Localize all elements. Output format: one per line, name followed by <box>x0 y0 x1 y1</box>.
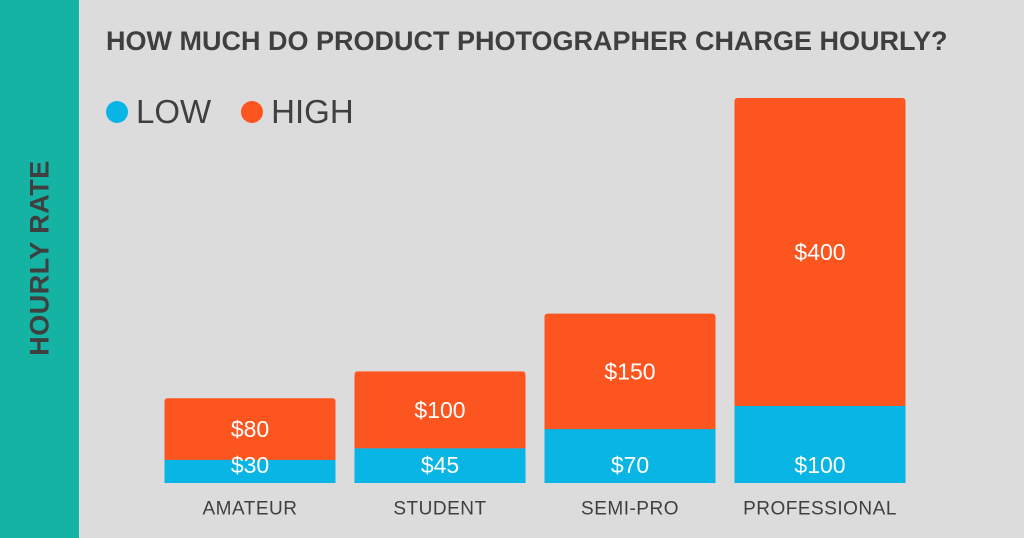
legend-swatch-high <box>241 101 264 123</box>
bar-group-student: $100 $45 STUDENT <box>354 371 526 520</box>
category-label-semi-pro: SEMI-PRO <box>581 499 679 520</box>
legend-label-low: LOW <box>136 93 212 130</box>
category-label-professional: PROFESSIONAL <box>743 499 897 520</box>
category-label-amateur: AMATEUR <box>203 499 298 520</box>
legend: LOW HIGH <box>106 92 384 132</box>
legend-item-high: HIGH <box>241 93 354 131</box>
data-label-high-professional: $400 <box>794 239 845 265</box>
chart-title: HOW MUCH DO PRODUCT PHOTOGRAPHER CHARGE … <box>106 26 948 56</box>
legend-swatch-low <box>106 101 128 123</box>
side-band: HOURLY RATE <box>0 0 79 538</box>
bar-low-student <box>354 448 526 483</box>
bar-low-amateur <box>164 459 336 483</box>
category-label-student: STUDENT <box>393 499 486 520</box>
data-label-low-semi-pro: $70 <box>611 452 649 478</box>
bar-high-professional <box>734 98 906 408</box>
bar-high-semi-pro <box>544 313 716 432</box>
data-label-low-amateur: $30 <box>231 452 269 478</box>
bar-group-professional: $400 $100 PROFESSIONAL <box>734 98 906 520</box>
data-label-high-amateur: $80 <box>231 416 269 442</box>
data-label-high-semi-pro: $150 <box>604 358 655 384</box>
legend-item-low: LOW <box>106 93 211 131</box>
data-label-high-student: $100 <box>414 397 465 423</box>
bar-high-student <box>354 371 526 451</box>
data-label-low-student: $45 <box>421 452 459 478</box>
legend-label-high: HIGH <box>271 93 354 130</box>
bar-group-amateur: $80 $30 AMATEUR <box>164 398 336 520</box>
bar-high-amateur <box>164 398 336 462</box>
data-label-low-professional: $100 <box>794 452 845 478</box>
bar-low-professional <box>734 406 906 483</box>
bar-group-semi-pro: $150 $70 SEMI-PRO <box>544 313 716 520</box>
bar-low-semi-pro <box>544 429 716 483</box>
